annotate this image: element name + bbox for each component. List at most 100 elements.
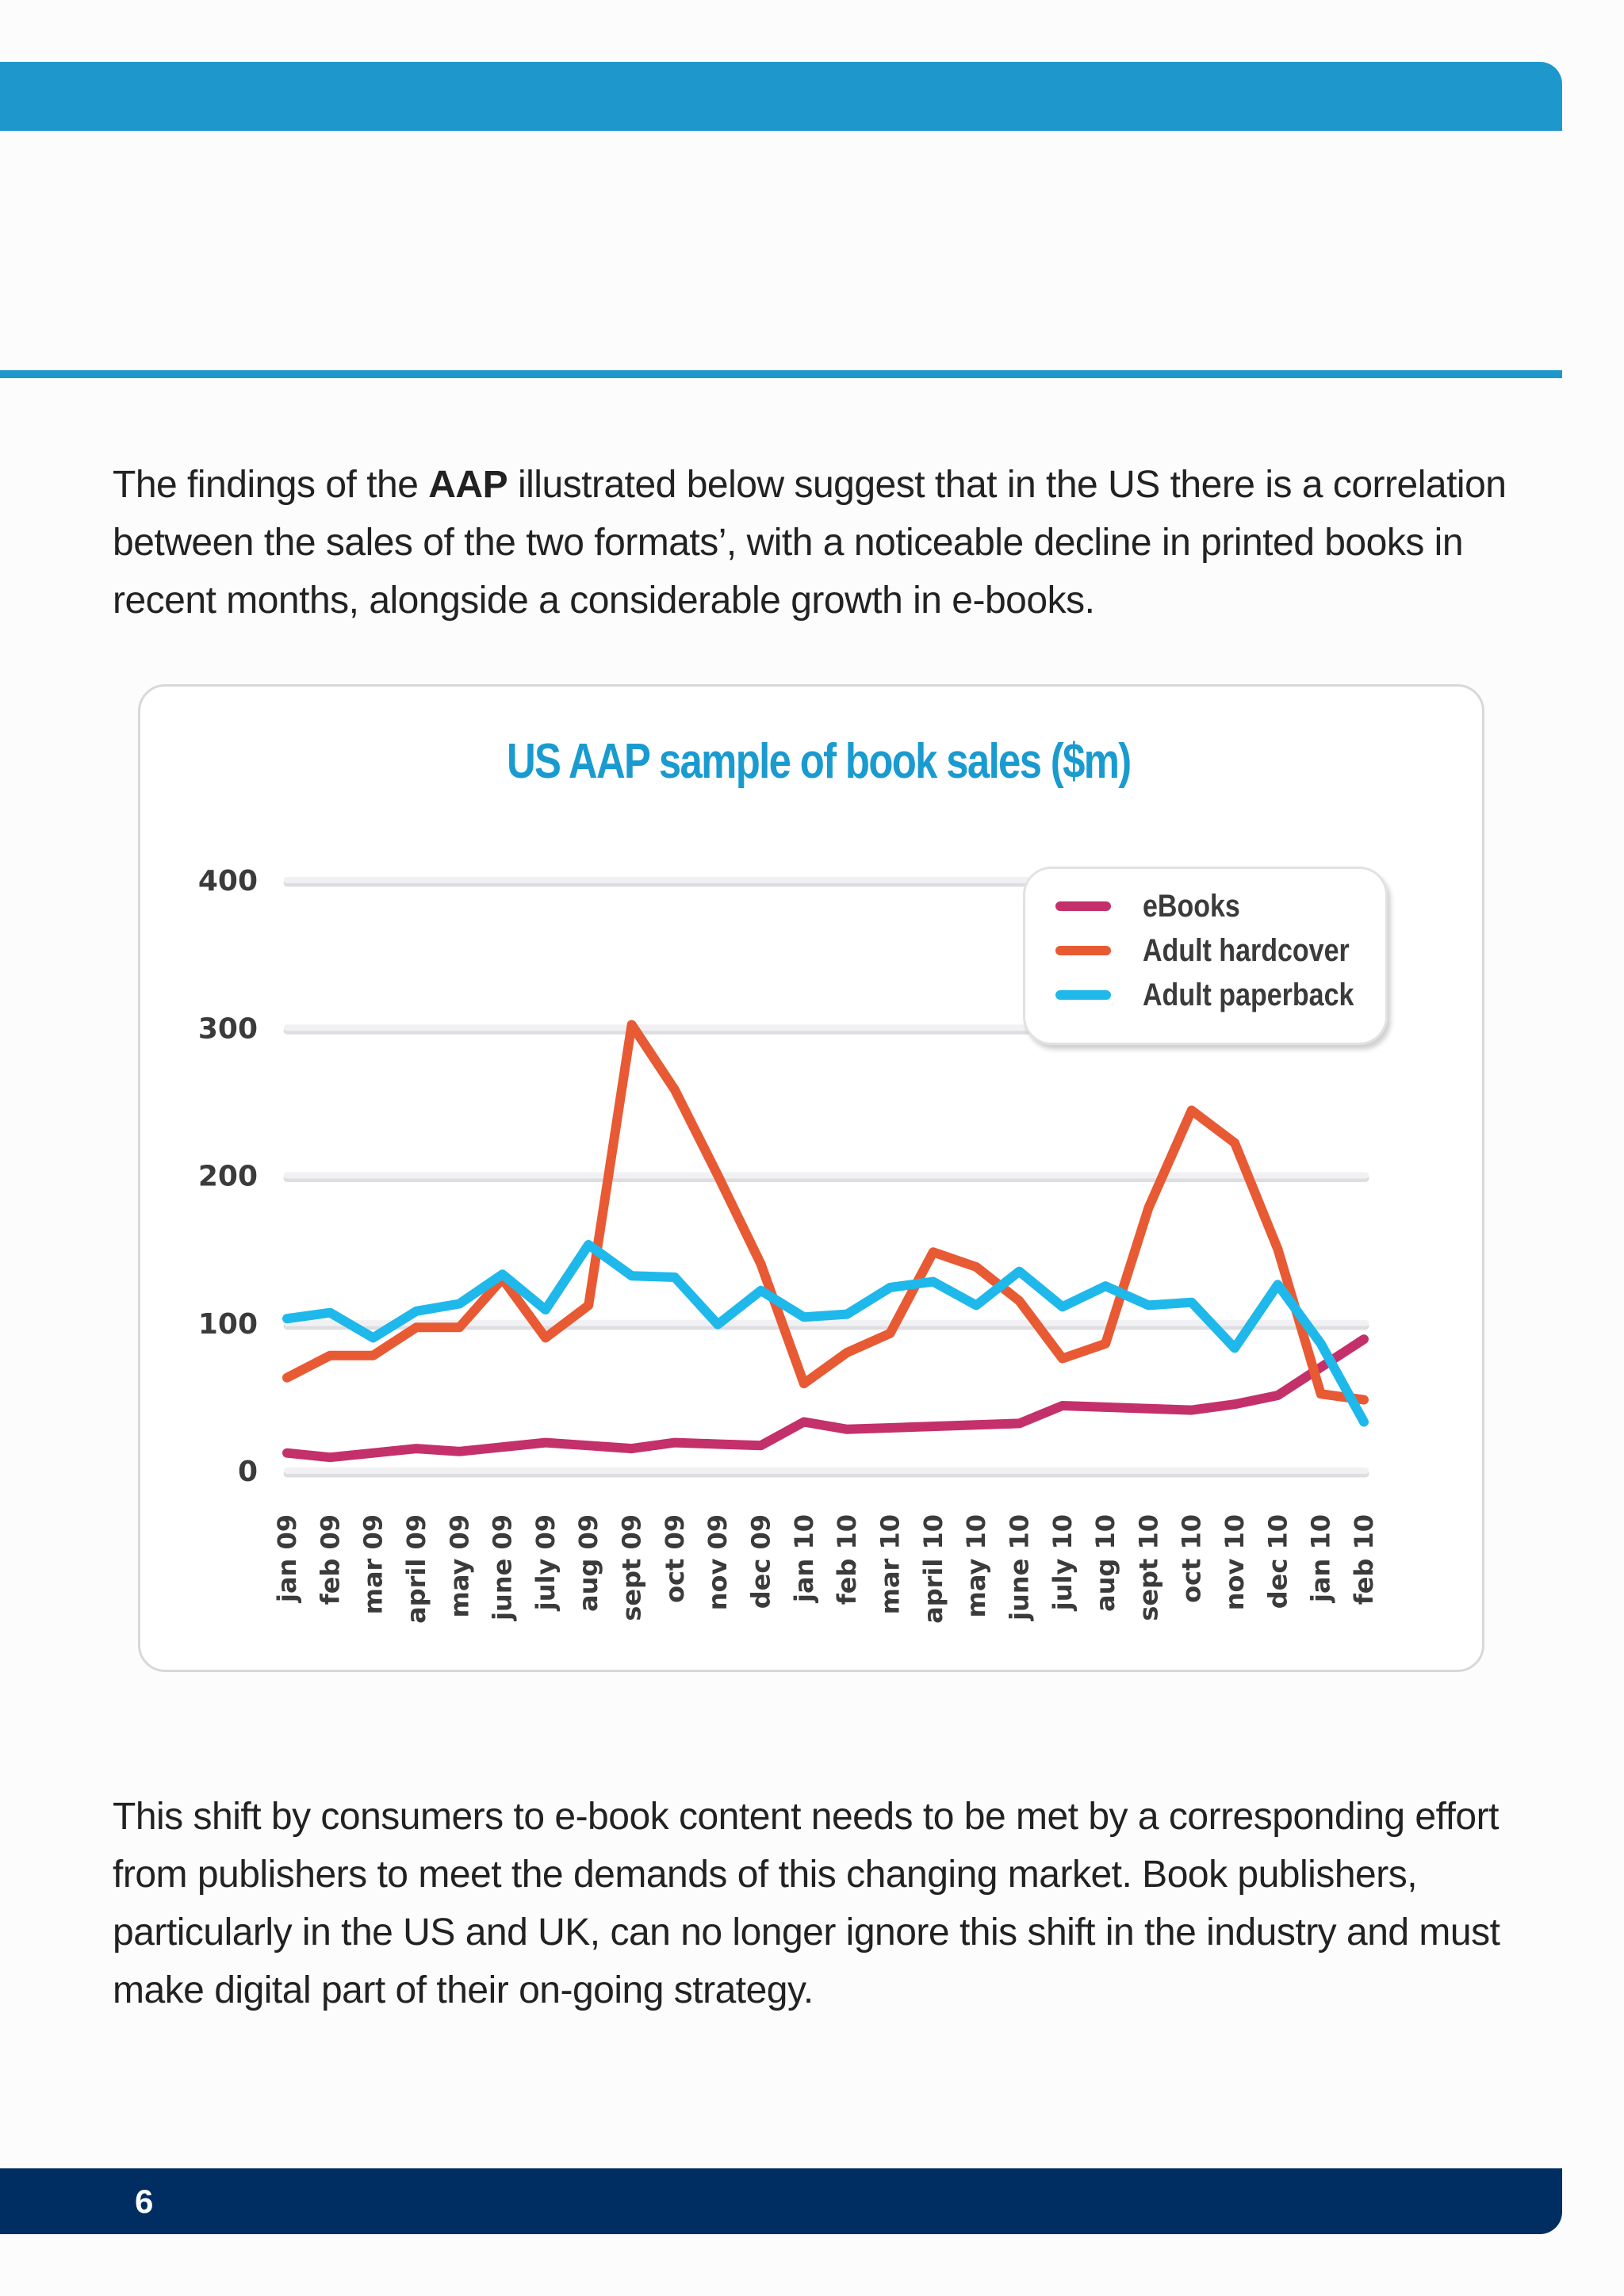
legend-swatch-hardcover xyxy=(1055,946,1111,955)
data-point-adult-paperback xyxy=(975,1304,977,1306)
y-tick-label: 200 xyxy=(198,1161,258,1193)
x-tick-label: april 10 xyxy=(918,1514,948,1624)
chart-legend: eBooks Adult hardcover Adult paperback xyxy=(1023,867,1388,1045)
x-tick-label: sept 10 xyxy=(1133,1514,1163,1621)
data-point-ebooks xyxy=(458,1451,460,1452)
data-point-adult-hardcover xyxy=(631,1024,633,1026)
data-point-ebooks xyxy=(674,1442,676,1444)
y-tick-label: 400 xyxy=(198,865,258,897)
data-point-adult-paperback xyxy=(588,1244,589,1246)
header-rule xyxy=(0,370,1562,378)
data-point-ebooks xyxy=(760,1445,762,1446)
data-point-adult-hardcover xyxy=(1363,1399,1365,1401)
series-lines xyxy=(282,1020,1369,1463)
data-point-ebooks xyxy=(1147,1408,1149,1410)
x-tick-label: july 10 xyxy=(1048,1514,1078,1612)
x-tick-label: nov 09 xyxy=(703,1514,733,1610)
data-point-adult-paperback xyxy=(760,1290,762,1292)
data-point-adult-hardcover xyxy=(760,1263,762,1265)
legend-swatch-paperback xyxy=(1055,990,1111,1000)
conclusion-paragraph: This shift by consumers to e-book conten… xyxy=(113,1796,1500,2011)
x-tick-label: jan 09 xyxy=(272,1514,302,1604)
data-point-adult-hardcover xyxy=(458,1326,460,1328)
legend-label-ebooks: eBooks xyxy=(1143,888,1240,924)
x-tick-label: mar 10 xyxy=(875,1514,905,1614)
data-point-ebooks xyxy=(1363,1338,1365,1340)
x-tick-label: aug 10 xyxy=(1090,1514,1120,1612)
data-point-adult-hardcover xyxy=(975,1266,977,1268)
data-point-adult-hardcover xyxy=(1105,1343,1106,1345)
intro-text-start: The findings of the xyxy=(113,464,429,506)
data-point-adult-hardcover xyxy=(286,1377,288,1379)
data-point-adult-hardcover xyxy=(588,1304,589,1306)
data-point-adult-hardcover xyxy=(1018,1300,1020,1302)
x-tick-label: may 09 xyxy=(444,1514,474,1617)
data-point-adult-paperback xyxy=(286,1318,288,1319)
x-tick-label: oct 10 xyxy=(1177,1514,1207,1603)
x-tick-label: jan 10 xyxy=(1306,1514,1336,1604)
legend-label-paperback: Adult paperback xyxy=(1143,977,1354,1012)
data-point-adult-paperback xyxy=(1147,1304,1149,1306)
series-line-adult-paperback xyxy=(282,1240,1369,1427)
data-point-ebooks xyxy=(1018,1422,1020,1424)
x-tick-label: june 10 xyxy=(1004,1514,1034,1622)
header-band xyxy=(0,62,1562,131)
y-tick-label: 0 xyxy=(238,1456,258,1488)
x-tick-label: nov 10 xyxy=(1220,1514,1250,1610)
x-axis-ticks: jan 09 feb 09 mar 09 april 09 may 09 june 09 j… xyxy=(272,1514,1379,1624)
data-point-adult-paperback xyxy=(1277,1284,1278,1285)
x-tick-label: july 09 xyxy=(530,1514,561,1612)
data-point-adult-paperback xyxy=(458,1303,460,1305)
intro-paragraph: The findings of the AAP illustrated belo… xyxy=(113,456,1556,629)
x-tick-label: aug 09 xyxy=(573,1514,603,1612)
legend-label-hardcover: Adult hardcover xyxy=(1143,932,1350,968)
legend-item-hardcover: Adult hardcover xyxy=(1055,931,1386,970)
data-point-adult-hardcover xyxy=(674,1089,676,1090)
x-tick-label: feb 10 xyxy=(832,1514,862,1605)
data-point-adult-paperback xyxy=(1320,1343,1322,1345)
y-tick-label: 300 xyxy=(198,1012,258,1045)
data-point-adult-paperback xyxy=(1018,1271,1020,1272)
x-tick-label: april 09 xyxy=(401,1514,431,1624)
intro-text-bold: AAP xyxy=(428,464,508,506)
page-number: 6 xyxy=(135,2183,154,2220)
data-point-adult-hardcover xyxy=(1320,1393,1322,1395)
data-point-ebooks xyxy=(1320,1367,1322,1368)
series-line-ebooks xyxy=(282,1334,1369,1463)
data-point-adult-hardcover xyxy=(545,1337,546,1338)
y-axis-ticks: 0 100 200 300 400 xyxy=(198,865,258,1488)
x-tick-label: mar 09 xyxy=(358,1514,389,1614)
data-point-adult-paperback xyxy=(329,1312,331,1314)
legend-swatch-ebooks xyxy=(1055,901,1111,911)
data-point-ebooks xyxy=(588,1445,589,1446)
x-tick-label: jan 10 xyxy=(789,1514,819,1604)
legend-item-paperback: Adult paperback xyxy=(1055,975,1391,1015)
y-tick-label: 100 xyxy=(198,1308,258,1341)
data-point-adult-paperback xyxy=(803,1316,805,1318)
chart-title: US AAP sample of book sales ($m) xyxy=(506,734,1132,789)
data-point-adult-hardcover xyxy=(803,1383,805,1384)
data-point-ebooks xyxy=(889,1427,891,1429)
x-tick-label: june 09 xyxy=(488,1514,518,1622)
x-tick-label: feb 09 xyxy=(315,1514,345,1605)
data-point-ebooks xyxy=(545,1442,546,1444)
series-line-adult-hardcover xyxy=(282,1020,1369,1405)
data-point-ebooks xyxy=(502,1446,504,1448)
data-point-adult-hardcover xyxy=(329,1355,331,1357)
x-tick-label: feb 10 xyxy=(1349,1514,1379,1605)
data-point-ebooks xyxy=(286,1452,288,1454)
data-point-adult-paperback xyxy=(1191,1302,1193,1303)
data-point-ebooks xyxy=(1277,1395,1278,1396)
x-tick-label: dec 09 xyxy=(746,1514,776,1609)
data-point-adult-hardcover xyxy=(1062,1357,1063,1359)
data-point-adult-paperback xyxy=(545,1309,546,1311)
data-point-adult-paperback xyxy=(1105,1285,1106,1287)
x-tick-label: dec 10 xyxy=(1262,1514,1293,1609)
data-point-adult-hardcover xyxy=(1147,1207,1149,1208)
x-tick-label: sept 09 xyxy=(617,1514,647,1621)
data-point-ebooks xyxy=(329,1456,331,1458)
data-point-adult-paperback xyxy=(674,1276,676,1278)
footer-band xyxy=(0,2168,1562,2234)
x-tick-label: oct 09 xyxy=(660,1514,690,1603)
